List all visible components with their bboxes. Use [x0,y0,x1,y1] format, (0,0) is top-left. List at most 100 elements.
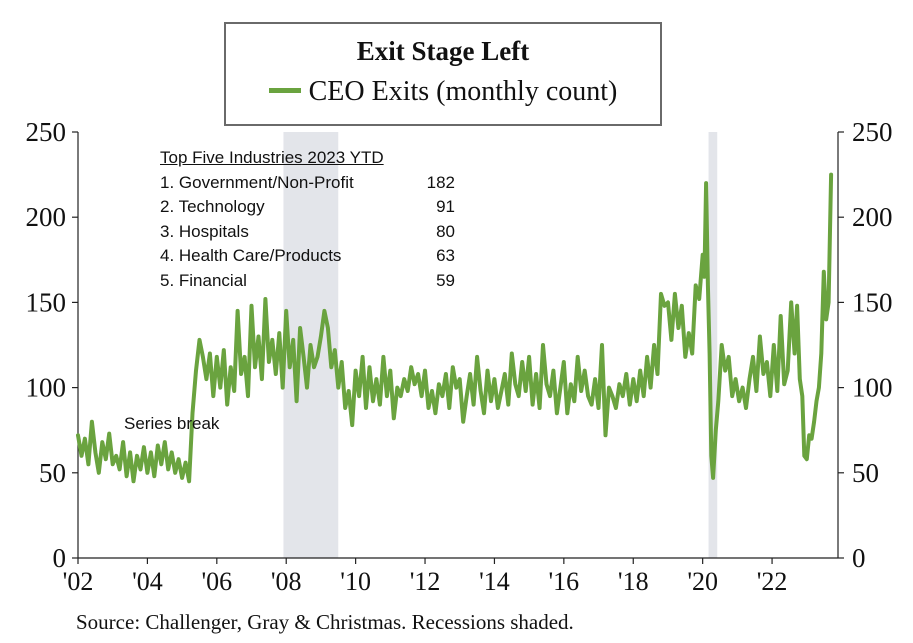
data-point [454,386,458,390]
data-point [381,355,385,359]
data-point [590,403,594,407]
data-point [812,420,816,424]
y-tick-label-left: 50 [39,458,66,488]
data-point [392,416,396,420]
data-point [638,369,642,373]
data-point [319,334,323,339]
inset-row: 3. Hospitals 80 [160,220,460,245]
data-point [86,462,90,466]
x-tick-label: '22 [757,567,788,596]
data-point [447,406,451,410]
data-point [420,394,424,398]
data-point [706,283,710,287]
source-note: Source: Challenger, Gray & Christmas. Re… [76,610,574,634]
data-point [754,389,759,393]
data-point [720,343,724,347]
data-point [610,394,615,398]
data-point [114,454,118,458]
data-point [406,389,410,393]
data-point [288,365,292,369]
data-point [302,355,306,359]
data-point [576,355,580,359]
data-point [708,351,712,356]
data-point [440,394,444,398]
data-point [461,420,465,424]
data-point [645,355,649,359]
data-point [295,399,299,403]
data-point [807,433,811,437]
data-point [676,326,681,330]
data-point [385,394,389,398]
data-point [364,406,368,410]
x-tick-label: '16 [549,567,580,596]
data-point [437,382,441,386]
recession-band [708,132,718,558]
data-point [814,399,819,403]
data-point [652,343,656,347]
x-tick-label: '18 [618,567,649,596]
data-point [145,471,149,475]
data-point [524,389,528,393]
data-point [593,377,597,381]
data-point [772,343,776,347]
data-point [329,365,333,369]
data-point [702,275,707,279]
data-point [413,382,417,386]
data-point [232,389,236,393]
data-point [683,355,687,359]
legend-entry: CEO Exits (monthly count) [226,76,660,108]
inset-row-label: 2. Technology [160,197,265,216]
data-point [775,389,779,393]
data-point [786,369,790,373]
data-point [789,300,793,304]
y-tick-label-left: 150 [26,287,67,317]
y-tick-label-left: 100 [26,373,67,403]
data-point [83,437,87,441]
x-tick-label: '06 [201,567,232,596]
data-point [810,437,814,441]
data-point [687,331,691,335]
data-point [104,457,108,461]
data-point [357,394,361,398]
data-point [690,351,694,356]
data-point [277,331,281,335]
data-point [416,372,420,376]
data-point [479,389,483,393]
data-point [798,377,802,381]
data-point [548,394,552,398]
data-point [305,386,309,390]
data-point [765,360,769,364]
data-point [558,386,563,390]
data-point [603,433,608,437]
inset-row-value: 63 [436,246,455,265]
data-point [156,443,160,448]
data-point [243,355,247,359]
data-point [336,386,340,390]
data-point [680,304,684,308]
data-point [256,334,261,339]
data-point [709,454,713,458]
data-point [800,394,804,398]
inset-row-value: 59 [436,270,455,290]
y-tick-label-right: 50 [852,458,879,488]
data-point [730,394,734,398]
data-point [121,440,125,444]
data-point [768,394,772,398]
data-point [642,394,646,398]
data-point [291,338,295,342]
x-tick-label: '20 [687,567,718,596]
data-point [761,372,766,376]
inset-row: 2. Technology 91 [160,195,460,220]
data-point [138,467,143,471]
industry-inset: Top Five Industries 2023 YTD 1. Governme… [160,146,460,293]
data-point [520,360,524,364]
data-point [423,369,427,373]
data-point [444,372,448,376]
data-point [579,389,583,393]
data-point [76,433,80,437]
data-point [367,365,372,369]
data-point [267,360,271,364]
data-point [142,445,146,449]
data-point [583,369,587,373]
data-point [97,471,101,475]
